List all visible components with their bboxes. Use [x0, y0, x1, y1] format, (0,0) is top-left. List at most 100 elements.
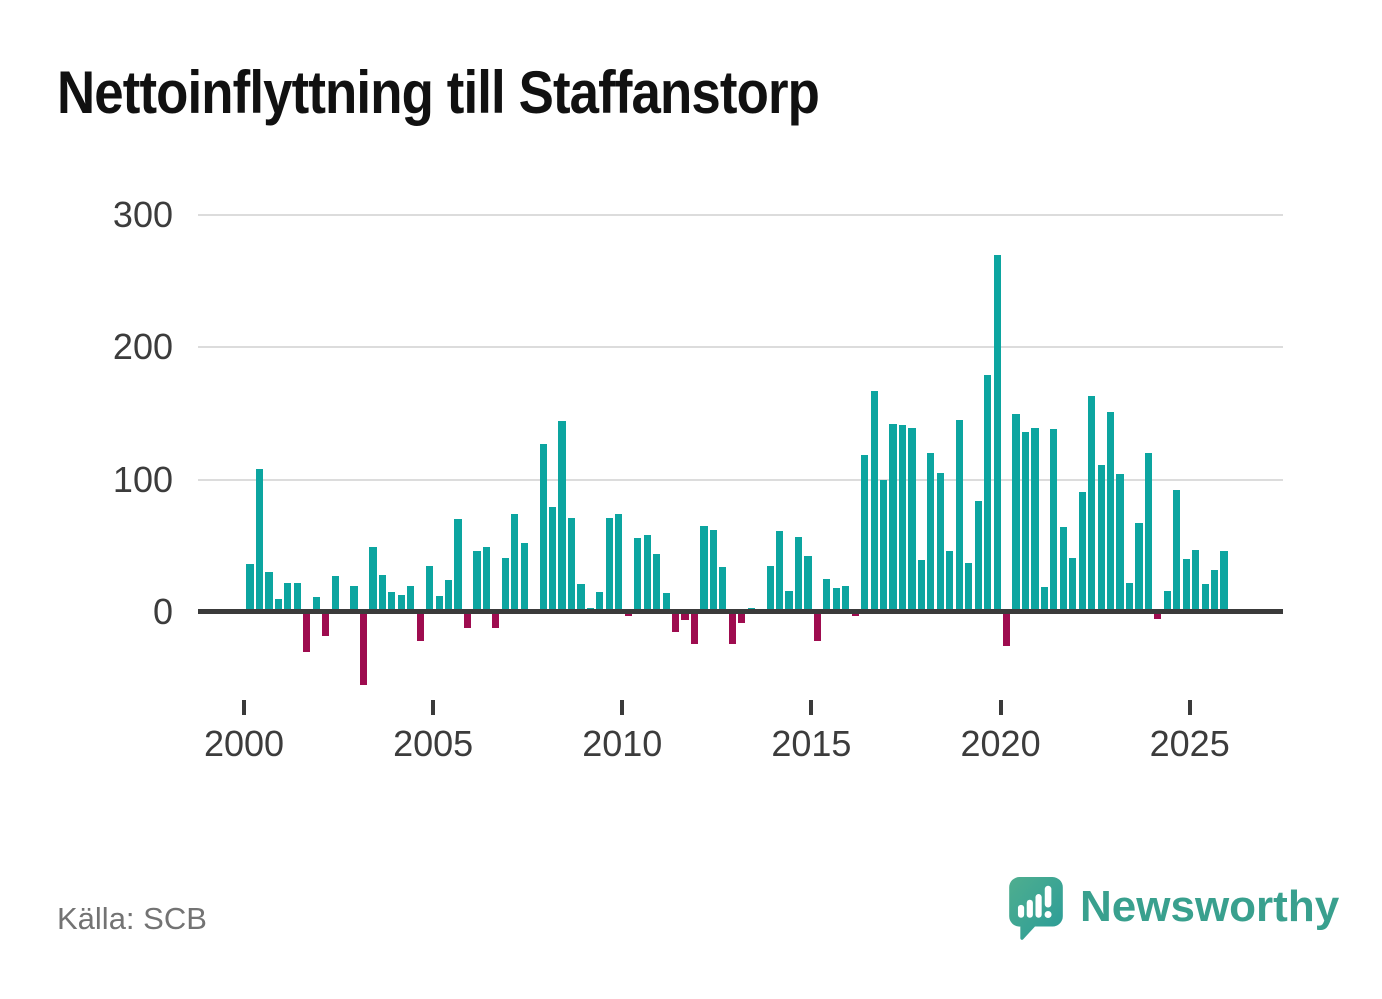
bar	[1021, 432, 1030, 612]
bar	[965, 563, 973, 612]
bar	[946, 551, 954, 612]
bar	[1097, 465, 1105, 612]
x-tick-label: 2005	[393, 723, 474, 764]
bar	[832, 588, 840, 612]
bar	[927, 453, 935, 612]
bar	[473, 551, 481, 612]
bar	[804, 556, 812, 612]
bar	[407, 585, 415, 612]
bar	[444, 580, 453, 612]
bar	[539, 443, 547, 612]
bar	[1106, 412, 1115, 612]
gridline-200	[198, 346, 1283, 349]
bar	[738, 612, 746, 623]
bar	[265, 572, 273, 612]
bar	[369, 547, 377, 612]
bar	[454, 519, 462, 612]
bar	[728, 612, 736, 644]
bar	[984, 375, 992, 612]
bar	[1088, 396, 1096, 612]
bar	[671, 612, 680, 632]
bar	[1116, 474, 1124, 612]
y-tick-label: 300	[112, 194, 173, 235]
bar	[435, 596, 443, 612]
x-tick-label: 2025	[1149, 723, 1230, 764]
bar	[1059, 527, 1067, 612]
bar	[1192, 549, 1200, 612]
x-tick	[620, 700, 625, 715]
bar	[359, 612, 368, 685]
newsworthy-logo: Newsworthy	[1008, 876, 1339, 947]
bar	[1125, 582, 1134, 612]
bar	[662, 593, 670, 612]
x-tick	[242, 700, 246, 715]
bar	[681, 612, 689, 620]
y-tick-label: 100	[112, 458, 173, 500]
bar	[284, 582, 292, 612]
bar	[567, 518, 576, 612]
bar	[1144, 453, 1152, 612]
bar	[880, 479, 888, 612]
newsworthy-speech-bubble-chart-icon	[1008, 876, 1064, 947]
bar	[1154, 612, 1162, 619]
bar	[993, 254, 1001, 612]
bar	[690, 612, 699, 644]
bar	[1078, 491, 1086, 612]
bar	[1182, 559, 1190, 612]
bar	[775, 531, 784, 612]
bar	[766, 565, 774, 612]
bar	[605, 518, 613, 612]
bar	[1031, 428, 1039, 612]
chart-title: Nettoinflyttning till Staffanstorp	[57, 59, 820, 126]
bar	[653, 553, 661, 612]
bar	[1050, 429, 1058, 612]
bar	[615, 514, 623, 612]
bar	[1002, 612, 1011, 647]
gridline-300	[198, 214, 1283, 216]
bar	[463, 612, 472, 628]
bar	[936, 473, 944, 612]
bar	[889, 424, 897, 612]
bar	[870, 391, 878, 612]
bar	[397, 594, 405, 612]
x-tick	[809, 700, 814, 715]
bar	[1135, 523, 1143, 612]
bar	[501, 557, 509, 612]
bar	[785, 590, 793, 612]
bar	[700, 525, 708, 612]
gridline-100	[198, 478, 1283, 481]
bar	[558, 421, 566, 612]
bar	[898, 425, 907, 612]
bar	[303, 612, 311, 652]
bar	[917, 560, 926, 612]
bar	[492, 612, 500, 628]
bar	[577, 584, 585, 612]
x-tick	[998, 700, 1003, 715]
bar	[842, 585, 850, 612]
bar	[908, 428, 916, 612]
bar	[549, 507, 557, 612]
y-tick-label: 200	[112, 326, 173, 368]
bar	[246, 564, 254, 612]
bar	[1173, 490, 1181, 612]
bar	[1163, 590, 1171, 612]
bar	[350, 585, 358, 612]
bar	[1201, 584, 1209, 612]
x-axis-line	[198, 609, 1283, 614]
bar	[974, 500, 982, 612]
x-tick	[431, 700, 436, 715]
bar	[1069, 557, 1077, 612]
bar	[634, 537, 642, 612]
bar	[1012, 413, 1020, 612]
brand-name: Newsworthy	[1080, 882, 1340, 931]
bar	[520, 543, 528, 612]
bar	[511, 514, 519, 612]
bar	[388, 592, 396, 612]
bar	[813, 612, 821, 642]
bar	[426, 565, 434, 612]
bar	[861, 454, 869, 612]
bar	[719, 567, 727, 612]
bar	[378, 574, 386, 612]
